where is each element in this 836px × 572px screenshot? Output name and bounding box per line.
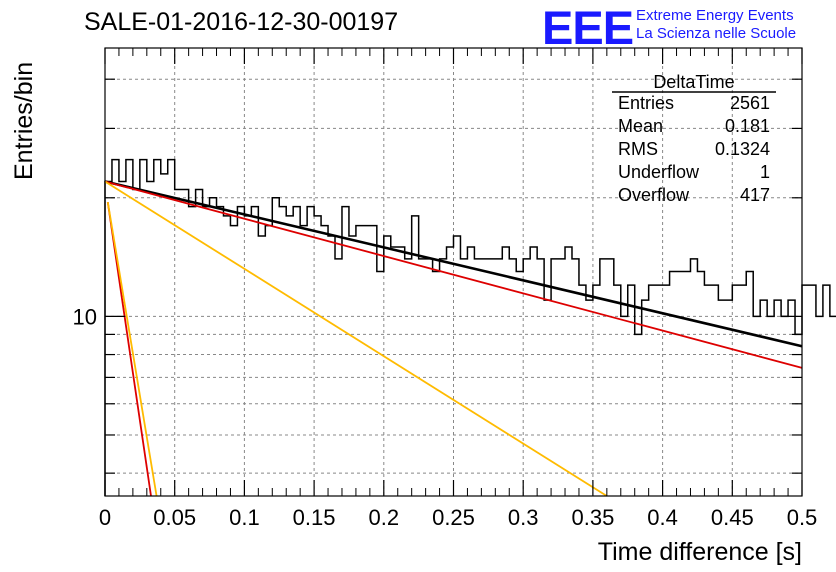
- stats-label: Entries: [618, 93, 674, 113]
- histogram: [104, 158, 836, 496]
- stats-value: 2561: [730, 93, 770, 113]
- x-tick-label: 0: [99, 505, 111, 530]
- eee-logo-line1: Extreme Energy Events: [636, 7, 794, 24]
- x-axis-label: Time difference [s]: [598, 538, 802, 566]
- plot-title: SALE-01-2016-12-30-00197: [84, 8, 399, 36]
- stats-value: 1: [760, 162, 770, 182]
- stats-label: Overflow: [618, 185, 690, 205]
- x-tick-label: 0.15: [293, 505, 336, 530]
- fit-curves: [104, 180, 803, 497]
- x-tick-label: 0.3: [508, 505, 539, 530]
- eee-logo-text: EEE: [542, 1, 634, 54]
- fit-line-3: [106, 201, 152, 497]
- fit-line-5: [106, 201, 158, 497]
- stats-label: Underflow: [618, 162, 700, 182]
- fit-line-1: [104, 180, 803, 348]
- stats-value: 0.1324: [715, 139, 770, 159]
- x-tick-label: 0.45: [711, 505, 754, 530]
- x-tick-label: 0.05: [153, 505, 196, 530]
- x-tick-label: 0.2: [369, 505, 400, 530]
- stats-value: 0.181: [725, 116, 770, 136]
- x-tick-label: 0.1: [229, 505, 260, 530]
- stats-label: Mean: [618, 116, 663, 136]
- grid-lines: [105, 48, 802, 496]
- stats-title: DeltaTime: [653, 72, 734, 92]
- x-tick-label: 0.35: [571, 505, 614, 530]
- stats-label: RMS: [618, 139, 658, 159]
- x-tick-label: 0.4: [647, 505, 678, 530]
- x-tick-label: 0.5: [787, 505, 818, 530]
- y-axis-label: Entries/bin: [10, 62, 38, 180]
- fit-line-4: [104, 180, 608, 497]
- histogram-step-line: [104, 158, 836, 496]
- axis-ticks: 0 0.05 0.1 0.15 0.2 0.25 0.3 0.35 0.4 0.45 0.5 10: [73, 48, 818, 530]
- y-tick-label: 10: [73, 304, 97, 329]
- eee-logo-line2: La Scienza nelle Scuole: [636, 25, 797, 42]
- fit-line-2: [104, 180, 803, 369]
- stats-value: 417: [740, 185, 770, 205]
- x-tick-label: 0.25: [432, 505, 475, 530]
